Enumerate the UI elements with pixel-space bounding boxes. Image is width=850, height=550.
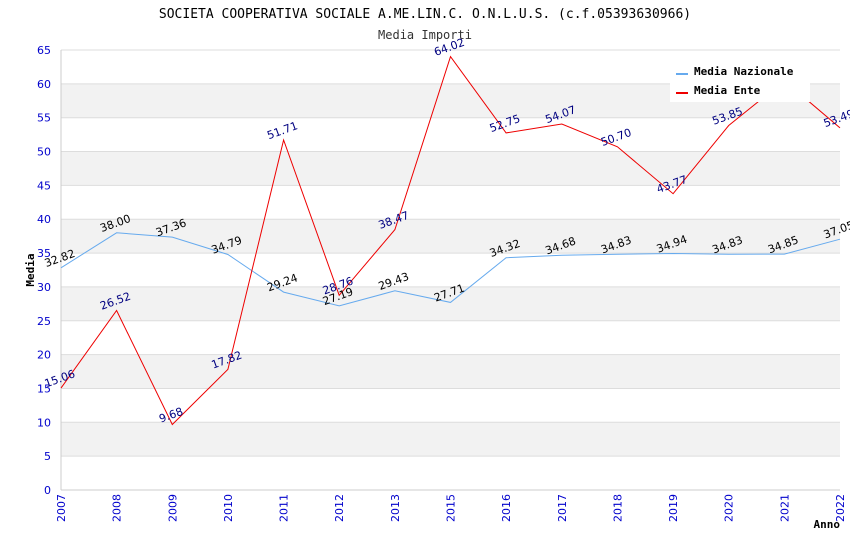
y-axis-label: Media <box>24 253 37 286</box>
y-tick-label: 40 <box>37 213 51 226</box>
data-label: 51.71 <box>265 119 299 142</box>
y-tick-labels: 0 5 10 15 20 25 30 35 40 45 50 55 60 65 <box>37 44 51 497</box>
x-tick-label: 2013 <box>389 494 402 522</box>
y-tick-label: 10 <box>37 416 51 429</box>
series-line-media-ente <box>60 55 841 426</box>
chart-title: SOCIETA COOPERATIVA SOCIALE A.ME.LIN.C. … <box>159 7 691 22</box>
series-line-media-nazionale <box>60 232 841 307</box>
y-tick-label: 5 <box>44 450 51 463</box>
band <box>61 219 840 254</box>
y-tick-label: 55 <box>37 112 51 125</box>
legend-label-nazionale: Media Nazionale <box>694 65 794 78</box>
chart-subtitle: Media Importi <box>378 28 472 42</box>
band <box>61 422 840 457</box>
x-tick-label: 2010 <box>222 494 235 522</box>
x-tick-label: 2011 <box>278 494 291 522</box>
legend-box <box>670 58 810 102</box>
y-tick-label: 15 <box>37 382 51 395</box>
data-label: 50.70 <box>599 126 633 149</box>
y-tick-label: 20 <box>37 349 51 362</box>
x-tick-label: 2020 <box>723 494 736 522</box>
y-tick-label: 65 <box>37 44 51 57</box>
x-tick-label: 2009 <box>166 494 179 522</box>
x-tick-label: 2019 <box>667 494 680 522</box>
legend: Media Nazionale Media Ente <box>670 58 810 102</box>
series-lines <box>60 55 841 426</box>
background-bands <box>61 83 840 457</box>
x-tick-label: 2016 <box>500 494 513 522</box>
x-tick-label: 2015 <box>445 494 458 522</box>
x-tick-label: 2017 <box>556 494 569 522</box>
band <box>61 286 840 321</box>
band <box>61 151 840 186</box>
y-tick-label: 0 <box>44 484 51 497</box>
y-tick-label: 45 <box>37 179 51 192</box>
x-tick-label: 2008 <box>111 494 124 522</box>
y-tick-label: 25 <box>37 315 51 328</box>
x-tick-label: 2021 <box>778 494 791 522</box>
x-tick-label: 2022 <box>834 494 847 522</box>
x-axis-label: Anno <box>814 518 841 531</box>
x-tick-label: 2007 <box>55 494 68 522</box>
x-tick-labels: 2007 2008 2009 2010 2011 2012 2013 2015 2016 2017… <box>55 494 847 522</box>
y-tick-label: 35 <box>37 247 51 260</box>
y-tick-label: 30 <box>37 281 51 294</box>
band <box>61 354 840 389</box>
x-tick-label: 2018 <box>611 494 624 522</box>
x-tick-label: 2012 <box>333 494 346 522</box>
axes <box>60 50 840 491</box>
y-tick-label: 60 <box>37 78 51 91</box>
y-tick-label: 50 <box>37 146 51 159</box>
legend-label-ente: Media Ente <box>694 84 761 97</box>
